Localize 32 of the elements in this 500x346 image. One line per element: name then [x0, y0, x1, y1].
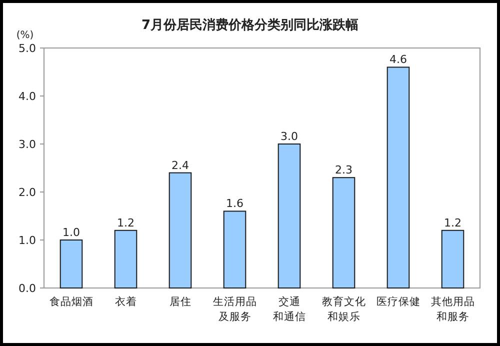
bar	[441, 230, 464, 288]
x-tick-label: 教育文化和娱乐	[322, 295, 366, 323]
data-label: 1.2	[444, 216, 462, 230]
x-tick-label: 衣着	[114, 295, 137, 308]
bar	[223, 210, 246, 288]
y-tick-label: 2.0	[18, 186, 36, 199]
bar	[114, 230, 138, 288]
bar	[386, 66, 410, 288]
data-label: 1.2	[117, 216, 134, 230]
data-label: 1.6	[226, 197, 244, 210]
bar	[168, 172, 192, 288]
x-tick-label: 交通和通信	[272, 295, 306, 323]
data-label: 1.0	[62, 226, 80, 239]
y-tick-label: 3.0	[18, 138, 36, 151]
data-label: 2.4	[172, 158, 189, 172]
x-tick-label: 医疗保健	[376, 295, 420, 308]
y-axis-title: (%)	[16, 30, 34, 41]
y-tick-label: 0.0	[18, 282, 36, 295]
y-tick-label: 5.0	[18, 42, 36, 55]
chart-title: 7月份居民消费价格分类别同比涨跌幅	[141, 18, 359, 33]
data-label: 4.6	[390, 53, 407, 66]
x-tick-label: 生活用品及服务	[212, 295, 257, 323]
data-label: 2.3	[335, 164, 352, 177]
bar	[278, 144, 301, 288]
bar	[60, 240, 83, 288]
y-tick-label: 1.0	[18, 234, 36, 247]
x-tick-label: 食品烟酒	[49, 295, 94, 308]
y-tick-label: 4.0	[18, 90, 36, 103]
x-tick-label: 其他用品和服务	[430, 295, 475, 323]
bar	[332, 177, 356, 288]
x-tick-label: 居住	[169, 296, 192, 308]
data-label: 3.0	[280, 130, 298, 143]
